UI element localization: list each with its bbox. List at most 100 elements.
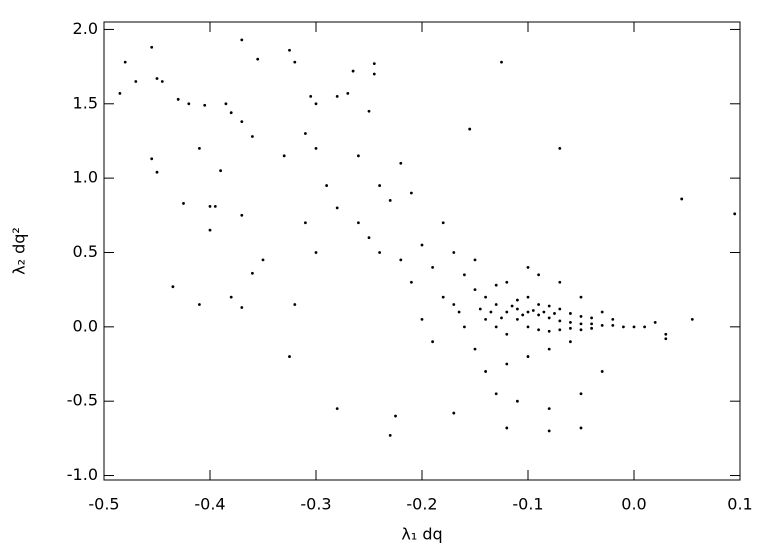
- point: [643, 325, 646, 329]
- point: [367, 236, 371, 240]
- point: [547, 347, 551, 351]
- point: [378, 251, 381, 254]
- point: [494, 392, 498, 396]
- point: [150, 157, 154, 161]
- point: [293, 60, 297, 64]
- point: [251, 135, 254, 138]
- point: [335, 206, 339, 210]
- point: [256, 57, 260, 61]
- point: [664, 332, 668, 336]
- point: [420, 318, 424, 321]
- point: [526, 355, 530, 358]
- point: [558, 307, 562, 311]
- point: [463, 325, 466, 329]
- x-tick-label: -0.4: [194, 495, 225, 514]
- point: [494, 283, 498, 287]
- point: [537, 273, 540, 277]
- point: [494, 325, 498, 329]
- point: [372, 72, 376, 76]
- point: [431, 340, 434, 344]
- x-tick-label: -0.3: [300, 495, 331, 514]
- point: [240, 213, 244, 217]
- point: [468, 127, 472, 131]
- x-tick-label: -0.1: [512, 495, 543, 514]
- point: [505, 362, 509, 366]
- y-tick-label: 1.0: [73, 168, 98, 187]
- point: [579, 328, 583, 332]
- point: [304, 132, 307, 135]
- point: [542, 310, 546, 314]
- point: [357, 154, 360, 158]
- point: [516, 399, 519, 403]
- point: [526, 295, 530, 299]
- point: [452, 251, 456, 254]
- y-tick-label: 0.5: [73, 242, 98, 261]
- point: [314, 251, 318, 254]
- point: [431, 265, 434, 269]
- point: [553, 312, 556, 315]
- point: [569, 326, 572, 330]
- point: [500, 316, 503, 320]
- point: [569, 320, 572, 324]
- point: [505, 310, 509, 314]
- point: [160, 80, 164, 83]
- point: [394, 414, 397, 418]
- point: [680, 197, 684, 201]
- point: [229, 111, 233, 115]
- point: [579, 322, 583, 326]
- point: [526, 265, 530, 269]
- point: [229, 295, 233, 299]
- point: [653, 320, 657, 324]
- point: [505, 280, 509, 284]
- y-tick-label: 0.0: [73, 316, 98, 335]
- point: [240, 306, 244, 309]
- point: [579, 315, 583, 318]
- point: [537, 313, 540, 317]
- point: [537, 328, 540, 332]
- point: [335, 407, 339, 411]
- point: [733, 212, 737, 216]
- point: [526, 325, 530, 329]
- point: [484, 295, 487, 299]
- point: [510, 304, 514, 308]
- point: [410, 191, 413, 195]
- point: [213, 204, 217, 208]
- point: [452, 303, 456, 306]
- point: [372, 62, 376, 66]
- point: [410, 280, 413, 284]
- point: [505, 426, 509, 430]
- point: [155, 170, 159, 174]
- point: [547, 329, 551, 333]
- point: [346, 91, 350, 95]
- point: [282, 154, 286, 158]
- point: [203, 103, 207, 107]
- point: [547, 304, 551, 308]
- point: [224, 102, 228, 106]
- point: [118, 91, 122, 95]
- point: [357, 221, 360, 225]
- point: [690, 318, 694, 321]
- point: [388, 199, 392, 202]
- y-tick-label: 1.5: [73, 93, 98, 112]
- point: [288, 355, 291, 358]
- point: [579, 392, 583, 396]
- point: [452, 411, 456, 415]
- point: [664, 337, 668, 341]
- point: [420, 243, 424, 247]
- point: [494, 303, 498, 306]
- point: [489, 310, 493, 314]
- point: [558, 280, 562, 284]
- point: [579, 295, 583, 299]
- point: [558, 319, 562, 323]
- point: [309, 94, 313, 98]
- y-tick-label: -0.5: [67, 391, 98, 410]
- point: [378, 184, 381, 187]
- point: [123, 60, 127, 64]
- point: [531, 309, 535, 312]
- point: [288, 48, 291, 52]
- point: [537, 303, 540, 306]
- point: [150, 45, 154, 49]
- point: [293, 303, 297, 306]
- x-tick-label: -0.2: [406, 495, 437, 514]
